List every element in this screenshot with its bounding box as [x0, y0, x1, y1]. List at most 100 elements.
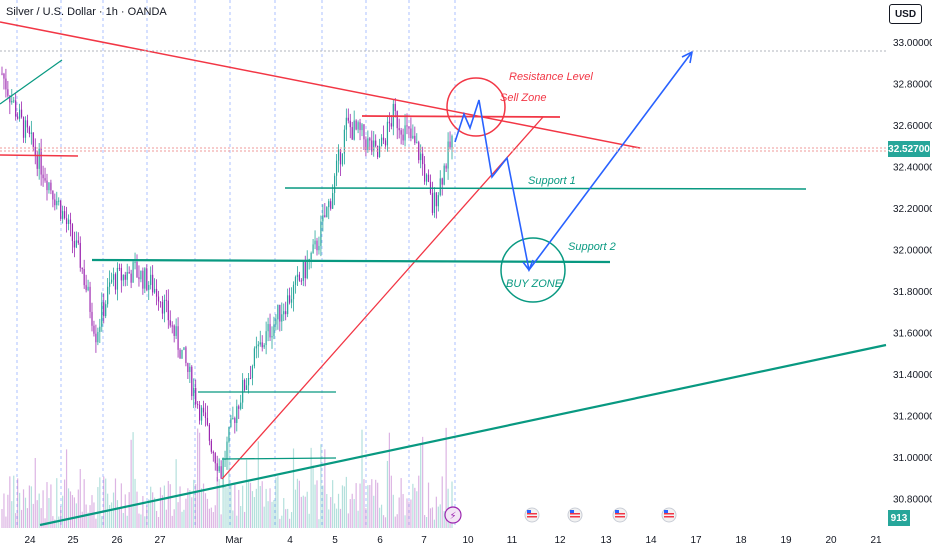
- candle-body: [396, 111, 398, 129]
- volume-bar: [13, 475, 15, 528]
- volume-bar: [130, 439, 132, 528]
- candle-body: [214, 453, 216, 464]
- volume-bar: [181, 511, 183, 528]
- volume-bar: [222, 487, 224, 528]
- candles: [1, 66, 453, 489]
- volume-bar: [314, 484, 316, 528]
- x-tick-label: 12: [554, 535, 566, 546]
- currency-button[interactable]: USD: [889, 4, 922, 24]
- volume-bar: [218, 479, 220, 528]
- candle-body: [17, 116, 19, 119]
- volume-bar: [357, 510, 359, 528]
- candle-body: [103, 302, 105, 317]
- volume-bar: [283, 498, 285, 528]
- candle-body: [443, 165, 445, 185]
- sell-zone-label: Sell Zone: [500, 92, 546, 104]
- volume-bar: [244, 511, 246, 528]
- candle-body: [285, 311, 287, 315]
- volume-bar: [146, 505, 148, 528]
- x-tick-label: 14: [645, 535, 657, 546]
- vertical-gridlines: [16, 0, 456, 528]
- volume-bar: [103, 476, 105, 528]
- volume-bar: [435, 496, 437, 528]
- candle-body: [87, 286, 89, 291]
- volume-bar: [392, 494, 394, 528]
- volume-bar: [406, 498, 408, 528]
- volume-bar: [302, 495, 304, 528]
- time-axis[interactable]: 24 25 26 27 Mar 4 5 6 7 10 11 12 13 14 17 18 19 20 21: [24, 535, 882, 546]
- candle-body: [91, 311, 93, 326]
- volume-bar: [443, 510, 445, 528]
- volume-bar: [97, 487, 99, 528]
- candle-body: [234, 418, 236, 423]
- volume-bar: [200, 488, 203, 528]
- candle-body: [226, 441, 228, 459]
- volume-bar: [261, 481, 263, 528]
- buy-zone-label: BUY ZONE: [506, 278, 563, 290]
- candle-body: [52, 190, 54, 200]
- volume-bar: [379, 507, 381, 528]
- candle-body: [65, 218, 68, 225]
- volume-bar: [89, 505, 91, 528]
- y-tick-label: 32.80000: [893, 79, 932, 90]
- volume-bar: [230, 484, 232, 528]
- volume-bar: [132, 432, 134, 528]
- volume-bar: [429, 508, 432, 528]
- volume-bar: [365, 508, 367, 528]
- y-tick-label: 30.80000: [893, 494, 932, 505]
- candle-body: [431, 193, 434, 213]
- volume-bar: [304, 496, 306, 528]
- price-axis[interactable]: 33.00000 32.80000 32.60000 32.40000 32.20000…: [893, 38, 932, 506]
- candle-body: [89, 286, 91, 312]
- candle-body: [429, 181, 432, 194]
- volume-bar: [214, 505, 216, 528]
- volume-bar: [42, 490, 44, 528]
- candle-body: [418, 142, 420, 161]
- volume-bar: [144, 516, 146, 528]
- y-tick-label: 31.80000: [893, 287, 932, 298]
- left-resistance-line: [0, 154, 79, 157]
- volume-bar: [249, 482, 252, 528]
- lightning-glyph: ⚡: [449, 511, 456, 522]
- candle-body: [437, 195, 439, 207]
- volume-bar: [109, 504, 111, 528]
- volume-bar: [128, 492, 130, 528]
- support1-line: [284, 187, 807, 190]
- candle-body: [81, 267, 83, 270]
- candle-body: [110, 279, 113, 283]
- volume-bar: [420, 444, 422, 528]
- support2-label: Support 2: [568, 241, 616, 253]
- volume-bar: [204, 493, 207, 528]
- candle-body: [136, 262, 138, 278]
- annotation-labels: Resistance Level Sell Zone Support 1 Sup…: [500, 71, 616, 290]
- candle-body: [144, 268, 146, 289]
- sell-zone-circle: [446, 77, 506, 137]
- volume-bar: [173, 509, 175, 528]
- volume-bar: [110, 502, 113, 528]
- y-tick-label: 33.00000: [893, 38, 932, 49]
- x-tick-label: 18: [735, 535, 747, 546]
- candle-body: [177, 326, 179, 350]
- event-markers[interactable]: ⚡: [444, 506, 677, 524]
- volume-bar: [441, 476, 443, 528]
- candle-body: [85, 285, 87, 291]
- candle-body: [300, 280, 302, 282]
- volume-bar: [19, 492, 21, 528]
- buy-zone-circle: [500, 237, 566, 303]
- candle-body: [134, 262, 136, 264]
- candle-body: [439, 178, 441, 196]
- volume-bar: [247, 480, 250, 528]
- volume-bar: [418, 475, 420, 528]
- candle-body: [179, 349, 181, 359]
- volume-bar: [363, 479, 365, 528]
- candle-body: [218, 466, 220, 472]
- volume-bar: [9, 476, 11, 528]
- volume-bar: [312, 465, 314, 528]
- candle-body: [447, 141, 449, 169]
- candle-body: [181, 349, 183, 359]
- volume-bar: [371, 479, 373, 528]
- candle-body: [253, 348, 255, 367]
- candle-body: [38, 148, 40, 169]
- candle-body: [398, 128, 400, 131]
